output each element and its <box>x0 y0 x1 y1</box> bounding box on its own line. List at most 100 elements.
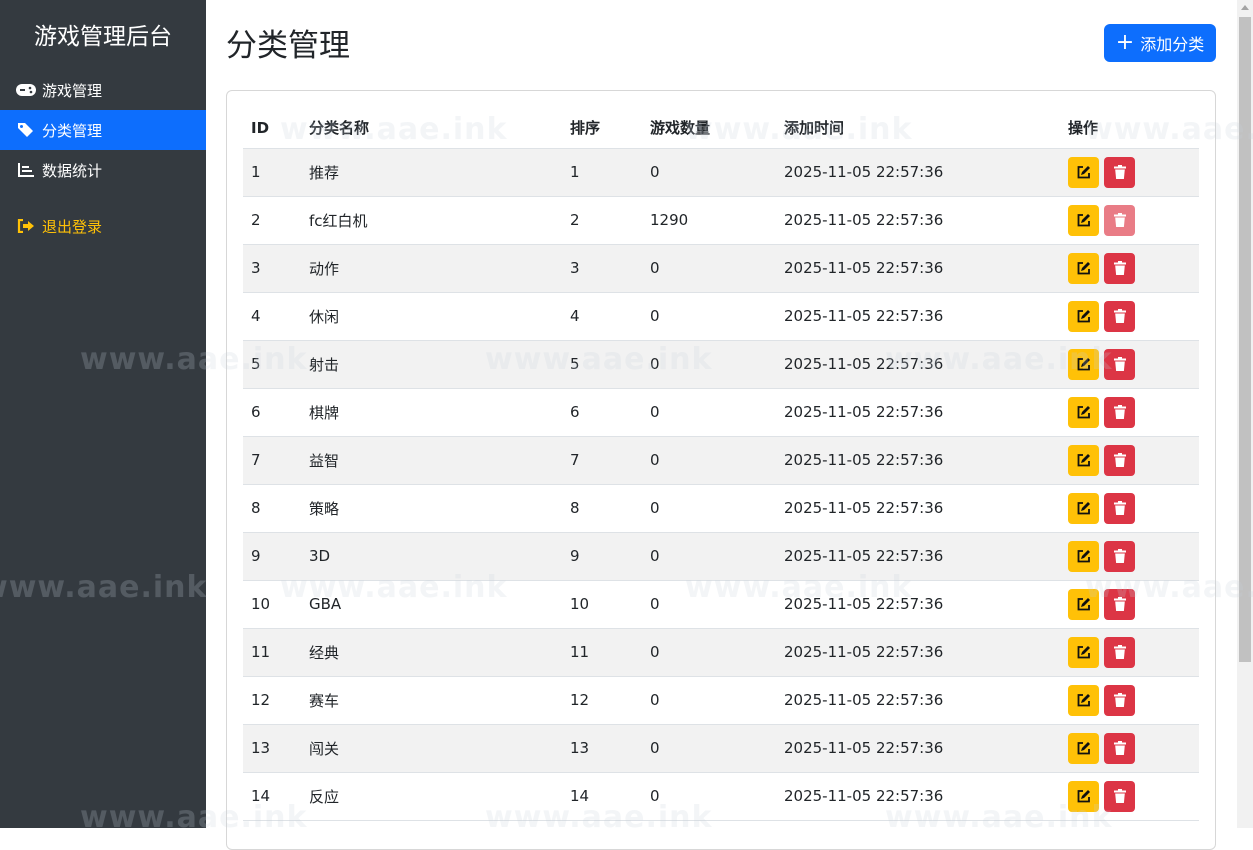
add-category-button[interactable]: + 添加分类 <box>1104 24 1216 62</box>
table-cell: 赛车 <box>301 676 562 725</box>
edit-button[interactable] <box>1068 732 1099 764</box>
table-cell: 10 <box>562 580 642 629</box>
delete-button[interactable] <box>1104 444 1135 476</box>
table-row: 13 闯关 13 0 2025-11-05 22:57:36 <box>243 724 1199 773</box>
table-cell: 0 <box>642 292 776 341</box>
plus-icon: + <box>1115 30 1135 55</box>
delete-button[interactable] <box>1104 636 1135 668</box>
sidebar-item-categories[interactable]: 分类管理 <box>0 110 206 150</box>
column-header: ID <box>243 108 301 149</box>
actions-cell <box>1060 580 1199 629</box>
table-cell: 0 <box>642 628 776 677</box>
edit-icon <box>1077 501 1091 515</box>
delete-button[interactable] <box>1104 732 1135 764</box>
actions-cell <box>1060 148 1199 197</box>
edit-icon <box>1077 645 1091 659</box>
table-cell: 0 <box>642 580 776 629</box>
table-row: 8 策略 8 0 2025-11-05 22:57:36 <box>243 484 1199 533</box>
sidebar-item-stats[interactable]: 数据统计 <box>0 150 206 190</box>
edit-button[interactable] <box>1068 348 1099 380</box>
edit-button[interactable] <box>1068 204 1099 236</box>
edit-button[interactable] <box>1068 636 1099 668</box>
table-cell: 0 <box>642 484 776 533</box>
edit-button[interactable] <box>1068 252 1099 284</box>
delete-button[interactable] <box>1104 492 1135 524</box>
edit-button[interactable] <box>1068 588 1099 620</box>
delete-button[interactable] <box>1104 156 1135 188</box>
sidebar: 游戏管理后台 游戏管理 分类管理 数据统计 退出登录 <box>0 0 206 828</box>
table-cell: 棋牌 <box>301 388 562 437</box>
table-cell: 6 <box>562 388 642 437</box>
edit-button[interactable] <box>1068 684 1099 716</box>
edit-button[interactable] <box>1068 156 1099 188</box>
table-cell: 2025-11-05 22:57:36 <box>776 484 1060 533</box>
delete-button[interactable] <box>1104 252 1135 284</box>
delete-button[interactable] <box>1104 348 1135 380</box>
table-cell: 9 <box>562 532 642 581</box>
table-cell: 2025-11-05 22:57:36 <box>776 196 1060 245</box>
delete-button[interactable] <box>1104 300 1135 332</box>
scrollbar-thumb[interactable] <box>1239 17 1251 662</box>
logout-link[interactable]: 退出登录 <box>0 206 206 246</box>
table-cell: 12 <box>243 676 301 725</box>
trash-icon <box>1113 741 1126 755</box>
actions-cell <box>1060 484 1199 533</box>
delete-button[interactable] <box>1104 588 1135 620</box>
delete-button[interactable] <box>1104 684 1135 716</box>
edit-icon <box>1077 165 1091 179</box>
table-row: 2 fc红白机 2 1290 2025-11-05 22:57:36 <box>243 196 1199 245</box>
table-cell: 4 <box>243 292 301 341</box>
table-cell: 2025-11-05 22:57:36 <box>776 676 1060 725</box>
actions-cell <box>1060 772 1199 821</box>
delete-button[interactable] <box>1104 396 1135 428</box>
actions-cell <box>1060 724 1199 773</box>
delete-button[interactable] <box>1104 780 1135 812</box>
table-cell: 经典 <box>301 628 562 677</box>
table-cell: 9 <box>243 532 301 581</box>
table-row: 10 GBA 10 0 2025-11-05 22:57:36 <box>243 580 1199 629</box>
edit-button[interactable] <box>1068 444 1099 476</box>
table-cell: 2025-11-05 22:57:36 <box>776 436 1060 485</box>
scroll-up-arrow-icon[interactable] <box>1241 5 1249 10</box>
table-cell: 0 <box>642 772 776 821</box>
actions-cell <box>1060 532 1199 581</box>
table-cell: 7 <box>562 436 642 485</box>
table-cell: 5 <box>562 340 642 389</box>
trash-icon <box>1113 693 1126 707</box>
brand-title: 游戏管理后台 <box>34 24 172 50</box>
table-cell: 0 <box>642 244 776 293</box>
edit-icon <box>1077 741 1091 755</box>
edit-button[interactable] <box>1068 540 1099 572</box>
table-cell: 反应 <box>301 772 562 821</box>
scrollbar[interactable] <box>1237 0 1253 828</box>
delete-button[interactable] <box>1104 540 1135 572</box>
gamepad-icon <box>16 84 36 96</box>
table-row: 1 推荐 1 0 2025-11-05 22:57:36 <box>243 148 1199 197</box>
edit-button[interactable] <box>1068 396 1099 428</box>
edit-button[interactable] <box>1068 300 1099 332</box>
table-cell: 3 <box>243 244 301 293</box>
edit-button[interactable] <box>1068 780 1099 812</box>
table-cell: 策略 <box>301 484 562 533</box>
table-cell: 3D <box>301 532 562 581</box>
edit-button[interactable] <box>1068 492 1099 524</box>
table-cell: 2025-11-05 22:57:36 <box>776 580 1060 629</box>
trash-icon <box>1113 453 1126 467</box>
table-cell: GBA <box>301 580 562 629</box>
table-cell: 11 <box>562 628 642 677</box>
edit-icon <box>1077 453 1091 467</box>
table-row: 12 赛车 12 0 2025-11-05 22:57:36 <box>243 676 1199 725</box>
table-cell: 益智 <box>301 436 562 485</box>
table-cell: 1 <box>243 148 301 197</box>
trash-icon <box>1113 261 1126 275</box>
table-cell: 2025-11-05 22:57:36 <box>776 772 1060 821</box>
table-cell: 2025-11-05 22:57:36 <box>776 628 1060 677</box>
trash-icon <box>1113 549 1126 563</box>
table-cell: 3 <box>562 244 642 293</box>
edit-icon <box>1077 789 1091 803</box>
table-cell: 2 <box>243 196 301 245</box>
table-cell: 0 <box>642 436 776 485</box>
sidebar-item-games[interactable]: 游戏管理 <box>0 70 206 110</box>
table-cell: 5 <box>243 340 301 389</box>
category-table-card: ID 分类名称 排序 游戏数量 添加时间 操作 1 推荐 1 0 2025-11-05 22:57… <box>226 90 1216 850</box>
